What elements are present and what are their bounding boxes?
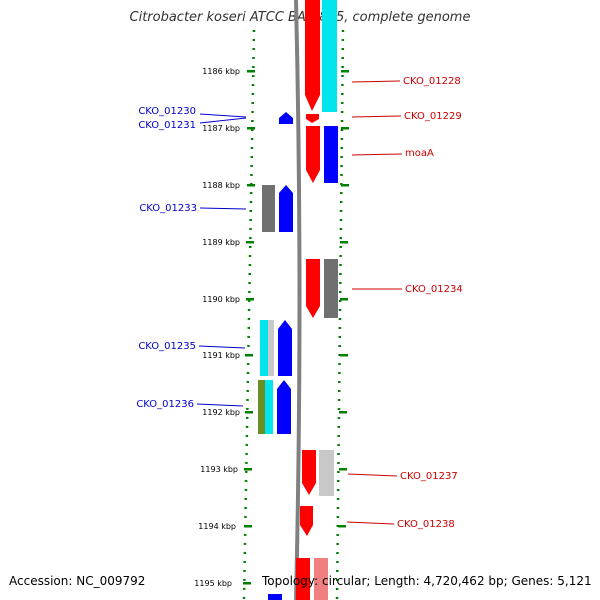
tick-label-1186: 1186 kbp [202,67,240,76]
gene-cko-01235-cyan [260,320,268,376]
tick-marks-right [335,29,349,600]
gene-cko-01235-arrow [278,320,292,376]
label-cko-01235: CKO_01235 [138,341,196,352]
label-cko-01237: CKO_01237 [400,471,458,482]
gene-cko-01236-olive [258,380,265,434]
label-cko-01236: CKO_01236 [136,399,194,410]
gene-cko-01233-arrow [279,185,293,232]
tick-label-1188: 1188 kbp [202,181,240,190]
tick-label-1194: 1194 kbp [198,522,236,531]
label-cko-01238: CKO_01238 [397,519,455,530]
gene-cko-01234-arrow [306,259,320,318]
label-moaa: moaA [405,148,434,159]
gene-cko-01238-arrow [300,506,313,536]
label-cko-01230: CKO_01230 [138,106,196,117]
gene-cko-01233-gray [262,185,275,232]
gene-cyan-forward [322,0,337,112]
reverse-strand-genes [258,112,293,600]
reverse-gene-labels: CKO_01230 CKO_01231 CKO_01233 CKO_01235 … [136,106,247,410]
genome-title: Citrobacter koseri ATCC BAA-895, complet… [129,10,471,25]
gene-blue-bottom [268,594,282,600]
tick-label-1191: 1191 kbp [202,351,240,360]
tick-label-1189: 1189 kbp [202,238,240,247]
genome-backbone [294,0,302,600]
tick-label-1195: 1195 kbp [194,579,232,588]
gene-gray-forward [324,259,338,318]
accession-text: Accession: NC_009792 [9,574,146,588]
genome-summary-text: Topology: circular; Length: 4,720,462 bp… [262,574,592,588]
tick-labels: 1186 kbp 1187 kbp 1188 kbp 1189 kbp 1190… [194,67,240,588]
label-cko-01233: CKO_01233 [139,203,197,214]
gene-lightgray-forward [319,450,334,496]
tick-1187 [247,127,255,130]
tick-1188 [247,184,255,187]
gene-moaa-arrow [306,126,320,183]
gene-cko-01237-arrow [302,450,316,495]
tick-1194 [244,525,252,528]
forward-strand-genes [296,0,338,600]
gene-cko-01235-lightgray [268,320,274,376]
tick-label-1193: 1193 kbp [200,465,238,474]
tick-1191 [245,354,253,357]
tick-label-1190: 1190 kbp [202,295,240,304]
gene-cko-01231-arrow [279,112,293,124]
tick-1193 [244,468,252,471]
tick-marks-left [242,29,256,600]
gene-red-bottom [296,558,310,600]
gene-blue-forward [324,126,338,183]
gene-cko-01236-cyan [265,380,273,434]
label-cko-01234: CKO_01234 [405,284,463,295]
gene-cko-01228-arrow [305,0,320,111]
label-cko-01228: CKO_01228 [403,76,461,87]
tick-label-1192: 1192 kbp [202,408,240,417]
tick-1186 [247,70,255,73]
gene-cko-01236-arrow [277,380,291,434]
tick-1190 [246,298,254,301]
gene-cko-01229-arrow [306,114,319,123]
tick-1189 [246,241,254,244]
tick-label-1187: 1187 kbp [202,124,240,133]
tick-1192 [245,411,253,414]
label-cko-01231: CKO_01231 [138,120,196,131]
forward-gene-labels: CKO_01228 CKO_01229 moaA CKO_01234 CKO_0… [346,76,463,530]
gene-pink-bottom [314,558,328,600]
tick-1195 [243,582,251,585]
label-cko-01229: CKO_01229 [404,111,462,122]
